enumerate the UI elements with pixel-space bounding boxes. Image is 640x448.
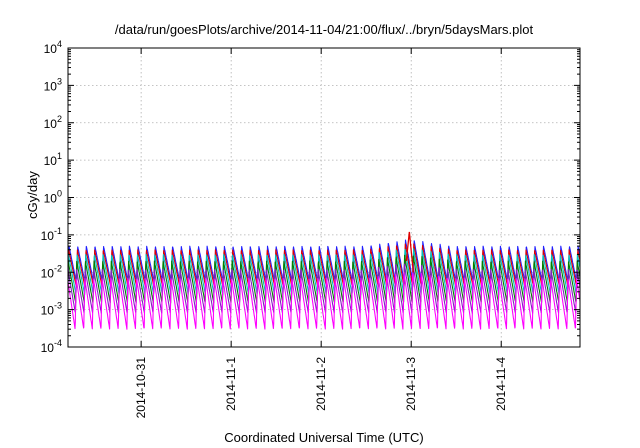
series-line: [67, 271, 581, 330]
y-tick-label: 100: [44, 189, 62, 206]
x-tick-label: 2014-11-1: [224, 357, 238, 411]
y-axis-label: cGy/day: [25, 171, 40, 219]
series-line: [67, 239, 581, 285]
peak-spike: [405, 231, 414, 273]
y-tick-label: 10-2: [41, 263, 62, 280]
y-tick-label: 103: [44, 76, 62, 93]
y-tick-label: 101: [44, 151, 62, 168]
x-tick-label: 2014-10-31: [134, 357, 148, 419]
y-tick-label: 104: [44, 39, 62, 56]
x-axis-label: Coordinated Universal Time (UTC): [224, 430, 423, 445]
x-tick-label: 2014-11-3: [404, 357, 418, 411]
y-tick-label: 10-3: [41, 301, 62, 318]
y-tick-label: 10-1: [41, 226, 62, 243]
y-tick-label: 10-4: [41, 338, 62, 355]
plot-frame: [67, 47, 581, 348]
axis-ticks: 10-4 10-3 10-2 10-1 100 101 102 103 104 2014-10-3…: [41, 39, 580, 418]
chart-title: /data/run/goesPlots/archive/2014-11-04/2…: [115, 22, 534, 37]
y-tick-label: 102: [44, 114, 62, 131]
series-lines: [67, 231, 581, 330]
x-tick-label: 2014-11-4: [494, 357, 508, 411]
x-tick-label: 2014-11-2: [314, 357, 328, 411]
